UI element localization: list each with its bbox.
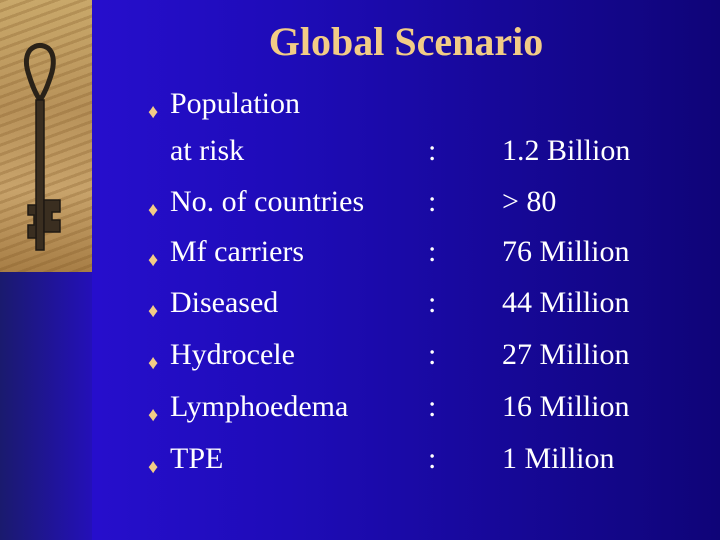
row-label: No. of countries — [170, 185, 365, 218]
row-colon: : — [428, 390, 437, 423]
row-colon: : — [428, 235, 437, 268]
diamond-bullet-icon: ♦ — [148, 249, 159, 271]
row-label: TPE — [170, 442, 224, 475]
row-colon: : — [428, 286, 437, 319]
row-colon: : — [428, 185, 437, 218]
row-colon: : — [428, 442, 437, 475]
row-label: Lymphoedema — [170, 390, 349, 423]
row-label: Population — [170, 87, 301, 120]
diamond-bullet-icon: ♦ — [148, 404, 159, 426]
row-value: 1.2 Billion — [502, 134, 631, 167]
diamond-bullet-icon: ♦ — [148, 199, 159, 221]
slide-title: Global Scenario — [268, 19, 544, 64]
diamond-bullet-icon: ♦ — [148, 101, 159, 123]
key-icon — [23, 42, 61, 251]
row-label: Diseased — [170, 286, 279, 319]
row-colon: : — [428, 134, 437, 167]
row-label: at risk — [170, 134, 245, 167]
diamond-bullet-icon: ♦ — [148, 300, 159, 322]
row-value: 27 Million — [502, 338, 630, 371]
row-value: > 80 — [502, 185, 557, 218]
diamond-bullet-icon: ♦ — [148, 456, 159, 478]
row-value: 16 Million — [502, 390, 630, 423]
decorative-strip — [0, 0, 92, 540]
row-value: 1 Million — [502, 442, 615, 475]
diamond-bullet-icon: ♦ — [148, 352, 159, 374]
row-label: Mf carriers — [170, 235, 305, 268]
row-value: 44 Million — [502, 286, 630, 319]
row-colon: : — [428, 338, 437, 371]
row-value: 76 Million — [502, 235, 630, 268]
row-label: Hydrocele — [170, 338, 295, 371]
